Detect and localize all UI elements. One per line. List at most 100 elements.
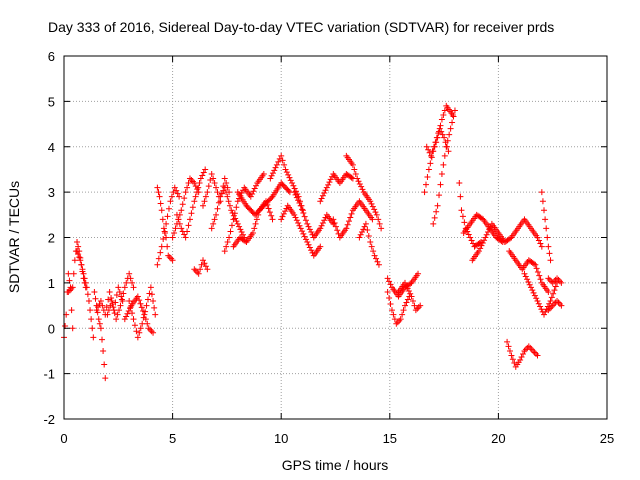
data-point (178, 207, 185, 214)
data-point (429, 148, 436, 155)
data-point (522, 346, 529, 353)
data-point (558, 279, 565, 286)
data-point (192, 193, 199, 200)
data-point (117, 302, 124, 309)
data-point (136, 329, 143, 336)
data-point (438, 116, 445, 123)
data-point (269, 170, 276, 177)
y-axis-label: SDTVAR / TECUs (6, 181, 22, 293)
data-point (114, 311, 121, 318)
data-point (297, 225, 304, 232)
data-point (140, 308, 147, 315)
data-point (161, 229, 168, 236)
data-point (176, 193, 183, 200)
data-point (538, 189, 545, 196)
data-point (534, 234, 541, 241)
data-point (110, 307, 117, 314)
data-point (91, 288, 98, 295)
data-point (142, 316, 149, 323)
data-point (370, 248, 377, 255)
data-point (191, 180, 198, 187)
data-point (251, 185, 258, 192)
y-tick-label: 2 (48, 231, 55, 246)
data-point (302, 236, 309, 243)
data-point (174, 190, 181, 197)
data-point (506, 347, 513, 354)
data-point (290, 182, 297, 189)
data-point (185, 222, 192, 229)
y-axis-ticks: -2 -1 0 1 2 3 4 5 6 (43, 49, 607, 427)
data-point (357, 231, 364, 238)
data-point (138, 304, 145, 311)
data-point (427, 160, 434, 167)
data-point (478, 242, 485, 249)
data-point (223, 180, 230, 187)
data-point (481, 237, 488, 244)
data-point (535, 237, 542, 244)
data-point (360, 226, 367, 233)
data-point (175, 216, 182, 223)
data-point (224, 239, 231, 246)
data-point (81, 275, 88, 282)
data-point (388, 307, 395, 314)
data-point (207, 177, 214, 184)
data-point (369, 216, 376, 223)
data-point (367, 239, 374, 246)
data-point (511, 360, 518, 367)
data-point (196, 180, 203, 187)
data-point (291, 211, 298, 218)
data-point (68, 285, 75, 292)
data-point (436, 192, 443, 199)
data-point (390, 311, 397, 318)
data-point (439, 131, 446, 138)
data-point (97, 298, 104, 305)
data-point (234, 220, 241, 227)
data-point (402, 302, 409, 309)
data-point (74, 239, 81, 246)
data-point (163, 234, 170, 241)
data-point (344, 221, 351, 228)
data-point (239, 187, 246, 194)
data-point (408, 293, 415, 300)
data-point (436, 125, 443, 132)
data-point (231, 210, 238, 217)
data-point (217, 193, 224, 200)
data-point (525, 343, 532, 350)
data-point (299, 228, 306, 235)
data-point (407, 290, 414, 297)
y-tick-label: 5 (48, 94, 55, 109)
data-point (186, 175, 193, 182)
data-point (441, 107, 448, 114)
data-point (345, 218, 352, 225)
data-point (266, 209, 273, 216)
data-point (534, 268, 541, 275)
data-point (405, 288, 412, 295)
data-point (468, 237, 475, 244)
data-point (534, 352, 541, 359)
data-point (143, 302, 150, 309)
data-point (367, 198, 374, 205)
data-point (150, 298, 157, 305)
data-point (302, 217, 309, 224)
data-point (536, 272, 543, 279)
data-point (537, 276, 544, 283)
data-point (104, 311, 111, 318)
data-point (202, 263, 209, 270)
data-point (166, 254, 173, 261)
data-point (531, 292, 538, 299)
data-point (265, 205, 272, 212)
data-point (69, 284, 76, 291)
data-point (387, 301, 394, 308)
data-point (197, 175, 204, 182)
data-point (105, 307, 112, 314)
data-point (533, 350, 540, 357)
data-point (198, 261, 205, 268)
data-point (137, 325, 144, 332)
data-point (80, 270, 87, 277)
data-point (189, 178, 196, 185)
data-point (169, 234, 176, 241)
data-point (102, 375, 109, 382)
data-point (252, 220, 259, 227)
data-point (479, 239, 486, 246)
data-point (116, 288, 123, 295)
